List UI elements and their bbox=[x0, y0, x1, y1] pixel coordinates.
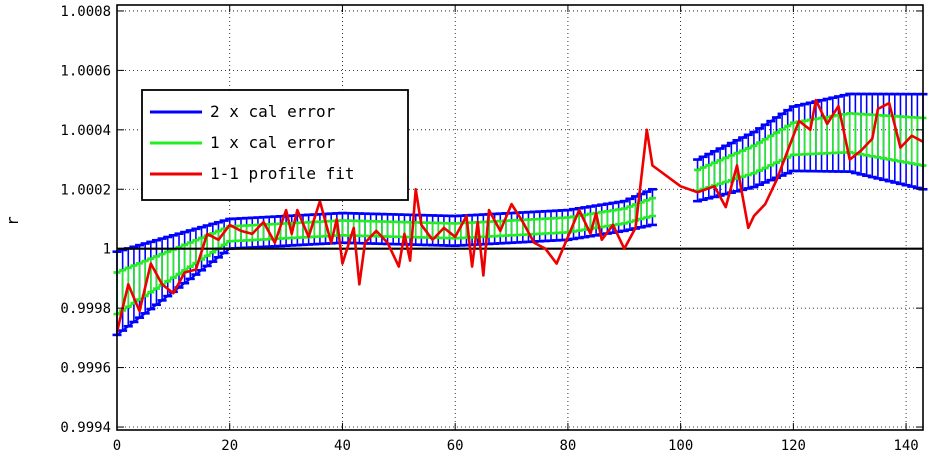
x-tick-label: 20 bbox=[221, 438, 238, 454]
error-band-upper bbox=[116, 188, 653, 253]
legend-label: 1 x cal error bbox=[210, 133, 336, 152]
legend-item: 2 x cal error bbox=[150, 102, 336, 121]
x-tick-label: 120 bbox=[781, 438, 806, 454]
y-axis-label: r bbox=[3, 216, 22, 226]
x-tick-label: 80 bbox=[559, 438, 576, 454]
y-tick-label: 1.0008 bbox=[60, 4, 111, 20]
x-tick-label: 60 bbox=[447, 438, 464, 454]
y-tick-label: 1.0004 bbox=[60, 123, 111, 139]
error-band-upper bbox=[697, 92, 924, 161]
x-tick-label: 140 bbox=[893, 438, 918, 454]
error-band-upper bbox=[697, 112, 924, 171]
axes-frame bbox=[116, 4, 924, 431]
legend: 2 x cal error 1 x cal error 1-1 profile fi… bbox=[141, 89, 409, 201]
x-tick-label: 40 bbox=[334, 438, 351, 454]
x-tick-label: 0 bbox=[113, 438, 121, 454]
error-band-lower bbox=[697, 151, 924, 192]
y-tick-label: 1 bbox=[103, 242, 111, 258]
error-band-series bbox=[113, 112, 927, 316]
legend-item: 1 x cal error bbox=[150, 133, 336, 152]
y-tick-label: 1.0006 bbox=[60, 63, 111, 79]
profile-fit-line bbox=[115, 98, 924, 333]
plot-frame bbox=[116, 4, 924, 431]
legend-label: 2 x cal error bbox=[210, 102, 336, 121]
y-tick-label: 0.9996 bbox=[60, 361, 111, 377]
error-band-lower bbox=[116, 215, 653, 315]
y-tick-label: 0.9994 bbox=[60, 420, 111, 436]
legend-label: 1-1 profile fit bbox=[210, 164, 355, 183]
legend-box bbox=[141, 89, 409, 201]
tick-labels: 0 20 40 60 80 100 120 140 0.9994 0.9996 0.9998 1 1.0… bbox=[60, 4, 918, 454]
y-tick-label: 0.9998 bbox=[60, 301, 111, 317]
error-band-lower bbox=[697, 169, 924, 203]
x-tick-label: 100 bbox=[668, 438, 693, 454]
error-band-lower bbox=[116, 223, 653, 336]
chart-marks bbox=[112, 92, 928, 337]
y-tick-label: 1.0002 bbox=[60, 182, 111, 198]
legend-item: 1-1 profile fit bbox=[150, 164, 355, 183]
